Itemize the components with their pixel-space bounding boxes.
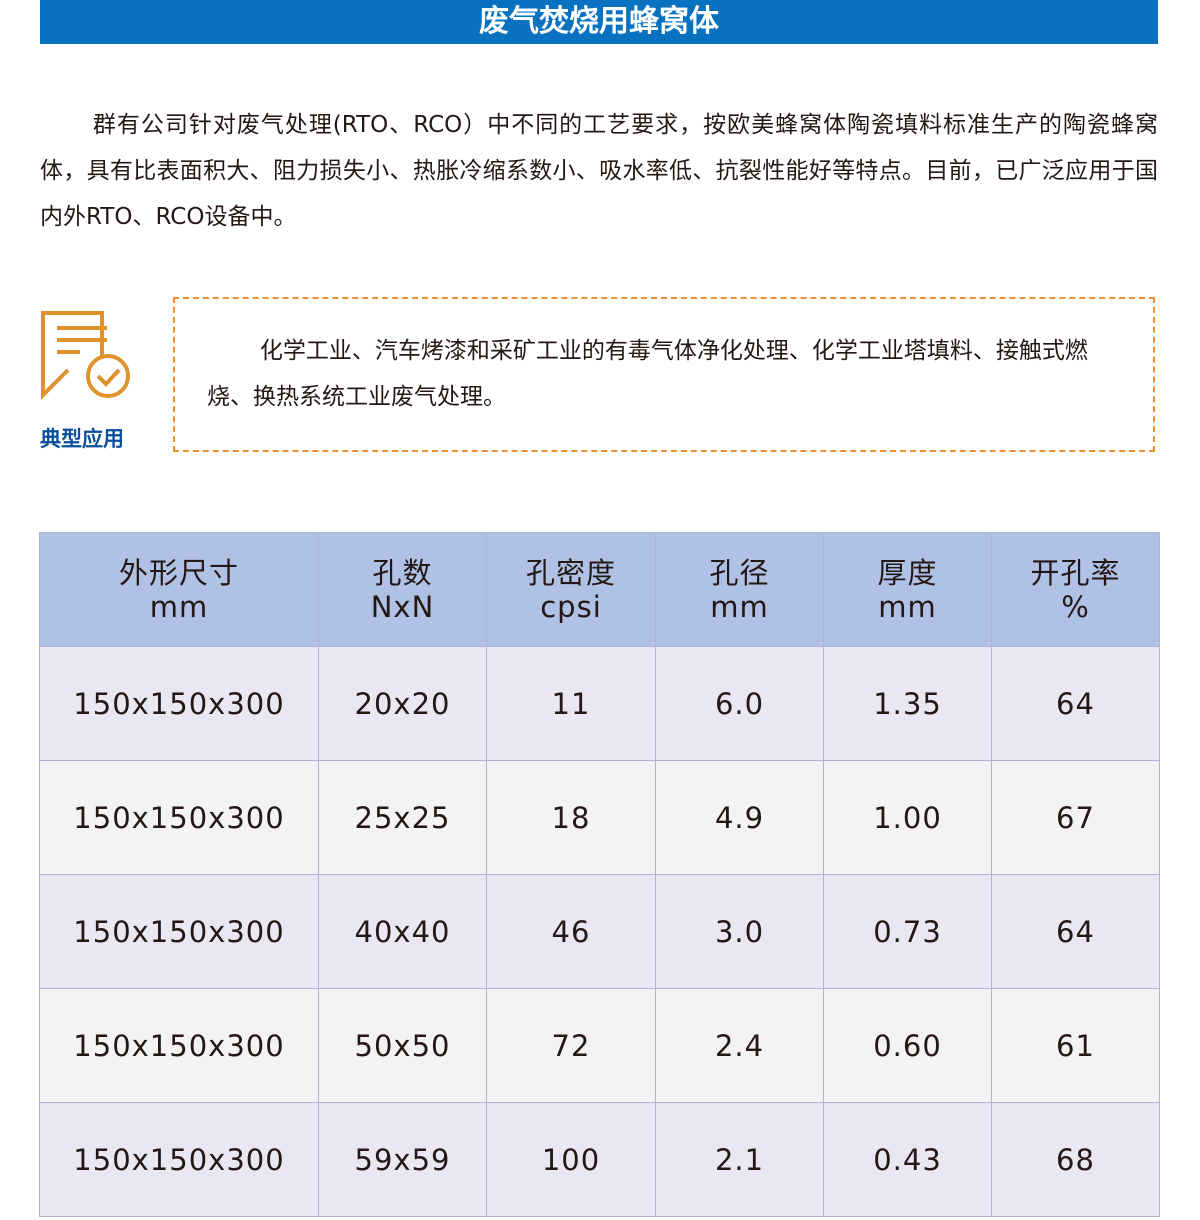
- table-cell: 1.35: [823, 646, 992, 761]
- column-header: 开孔率%: [991, 532, 1160, 647]
- table-cell: 72: [486, 988, 656, 1103]
- table-cell: 40x40: [318, 874, 487, 989]
- table-row: 150x150x300 59x59 100 2.1 0.43 68: [39, 1102, 1160, 1217]
- table-cell: 2.1: [655, 1102, 824, 1217]
- table-cell: 100: [486, 1102, 656, 1217]
- column-label: 厚度: [877, 555, 938, 590]
- table-cell: 18: [486, 760, 656, 875]
- column-unit: mm: [878, 589, 937, 624]
- column-label: 孔密度: [525, 555, 616, 590]
- column-label: 开孔率: [1030, 555, 1121, 590]
- table-row: 150x150x300 50x50 72 2.4 0.60 61: [39, 988, 1160, 1103]
- table-cell: 1.00: [823, 760, 992, 875]
- table-cell: 50x50: [318, 988, 487, 1103]
- table-cell: 0.60: [823, 988, 992, 1103]
- table-cell: 150x150x300: [39, 646, 319, 761]
- table-cell: 64: [991, 646, 1160, 761]
- table-cell: 2.4: [655, 988, 824, 1103]
- column-unit: cpsi: [540, 589, 602, 624]
- table-cell: 150x150x300: [39, 988, 319, 1103]
- section-title: 废气焚烧用蜂窝体: [40, 0, 1158, 44]
- column-unit: %: [1061, 589, 1090, 624]
- table-cell: 25x25: [318, 760, 487, 875]
- table-cell: 150x150x300: [39, 760, 319, 875]
- table-cell: 61: [991, 988, 1160, 1103]
- column-label: 外形尺寸: [118, 555, 239, 590]
- table-cell: 0.43: [823, 1102, 992, 1217]
- column-unit: NxN: [370, 589, 435, 624]
- table-cell: 3.0: [655, 874, 824, 989]
- column-header: 孔径 mm: [655, 532, 824, 647]
- application-text: 化学工业、汽车烤漆和采矿工业的有毒气体净化处理、化学工业塔填料、接触式燃烧、换热…: [207, 338, 1088, 410]
- table-cell: 11: [486, 646, 656, 761]
- table-cell: 64: [991, 874, 1160, 989]
- table-cell: 0.73: [823, 874, 992, 989]
- table-row: 150x150x300 40x40 46 3.0 0.73 64: [39, 874, 1160, 989]
- application-box: 化学工业、汽车烤漆和采矿工业的有毒气体净化处理、化学工业塔填料、接触式燃烧、换热…: [173, 297, 1155, 452]
- table-cell: 20x20: [318, 646, 487, 761]
- column-label: 孔数: [372, 555, 433, 590]
- document-check-icon: [41, 311, 130, 400]
- intro-paragraph: 群有公司针对废气处理(RTO、RCO）中不同的工艺要求，按欧美蜂窝体陶瓷填料标准…: [40, 112, 1158, 230]
- spec-table: 外形尺寸 mm 孔数 NxN 孔密度 cpsi 孔径 mm 厚度 mm 开孔率% 150x150x3…: [39, 532, 1160, 1217]
- table-cell: 67: [991, 760, 1160, 875]
- table-cell: 6.0: [655, 646, 824, 761]
- application-label: 典型应用: [40, 427, 124, 451]
- table-cell: 150x150x300: [39, 874, 319, 989]
- column-label: 孔径: [709, 555, 770, 590]
- table-cell: 4.9: [655, 760, 824, 875]
- table-cell: 150x150x300: [39, 1102, 319, 1217]
- column-header: 厚度 mm: [823, 532, 992, 647]
- column-header: 孔密度 cpsi: [486, 532, 656, 647]
- column-header: 外形尺寸 mm: [39, 532, 319, 647]
- table-row: 150x150x300 20x20 11 6.0 1.35 64: [39, 646, 1160, 761]
- table-header-row: 外形尺寸 mm 孔数 NxN 孔密度 cpsi 孔径 mm 厚度 mm 开孔率%: [39, 532, 1160, 647]
- column-unit: mm: [149, 589, 209, 624]
- column-header: 孔数 NxN: [318, 532, 487, 647]
- table-cell: 46: [486, 874, 656, 989]
- table-row: 150x150x300 25x25 18 4.9 1.00 67: [39, 760, 1160, 875]
- column-unit: mm: [710, 589, 769, 624]
- table-cell: 68: [991, 1102, 1160, 1217]
- table-cell: 59x59: [318, 1102, 487, 1217]
